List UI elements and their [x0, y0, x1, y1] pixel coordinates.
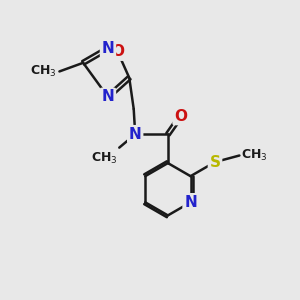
- Text: S: S: [209, 154, 220, 169]
- Text: O: O: [111, 44, 124, 59]
- Text: CH$_3$: CH$_3$: [30, 64, 57, 79]
- Text: N: N: [184, 195, 197, 210]
- Text: N: N: [102, 41, 114, 56]
- Text: O: O: [174, 109, 187, 124]
- Text: CH$_3$: CH$_3$: [241, 148, 268, 163]
- Text: N: N: [102, 89, 114, 104]
- Text: N: N: [129, 127, 142, 142]
- Text: CH$_3$: CH$_3$: [91, 151, 118, 166]
